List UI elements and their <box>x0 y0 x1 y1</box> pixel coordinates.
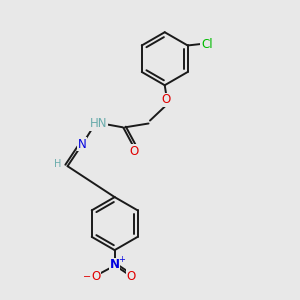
Text: N: N <box>110 258 120 271</box>
Text: O: O <box>129 145 138 158</box>
Text: HN: HN <box>90 117 107 130</box>
Text: Cl: Cl <box>201 38 213 50</box>
Text: O: O <box>162 93 171 106</box>
Text: O: O <box>91 269 100 283</box>
Text: O: O <box>126 269 136 283</box>
Text: +: + <box>118 255 124 264</box>
Text: −: − <box>83 272 91 283</box>
Text: N: N <box>78 138 87 151</box>
Text: H: H <box>54 159 62 169</box>
